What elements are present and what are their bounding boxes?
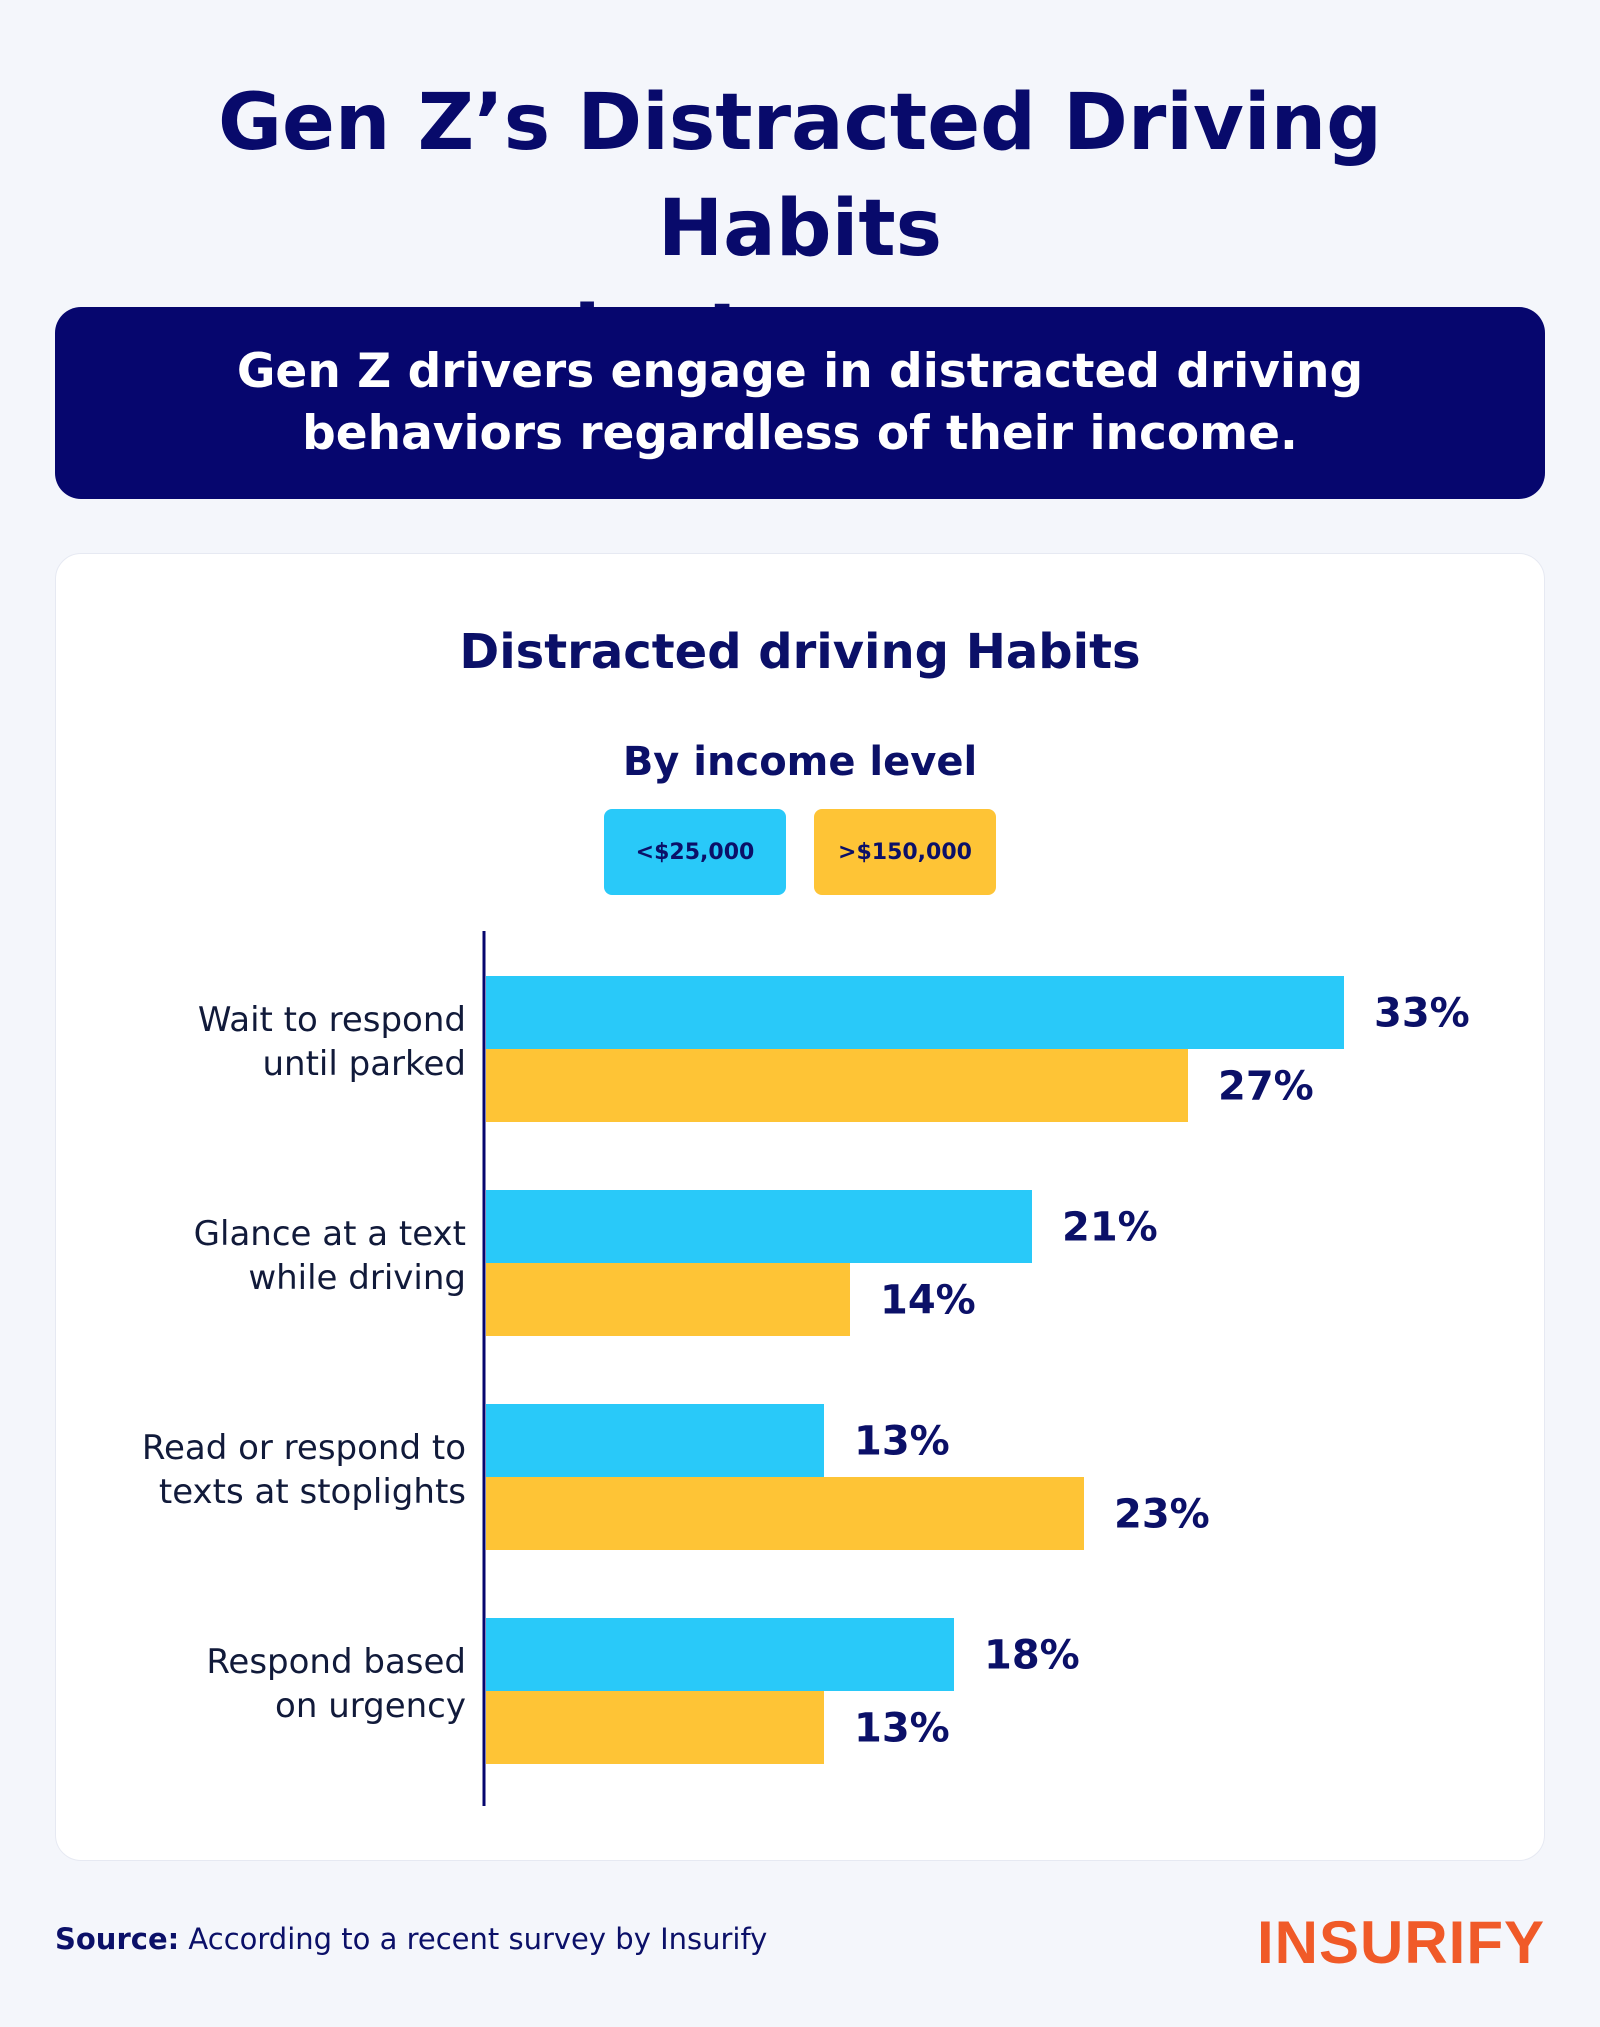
chart-legend: <$25,000 >$150,000 bbox=[56, 809, 1544, 895]
data-label: 23% bbox=[1114, 1492, 1210, 1538]
summary-banner: Gen Z drivers engage in distracted drivi… bbox=[55, 307, 1545, 499]
legend-item-low-income: <$25,000 bbox=[604, 809, 786, 895]
data-label: 13% bbox=[854, 1419, 950, 1465]
page-title-line-1: Gen Z’s Distracted Driving Habits bbox=[218, 78, 1382, 274]
category-label-line: Read or respond to bbox=[142, 1428, 466, 1468]
category-label-line: until parked bbox=[262, 1044, 466, 1084]
category-label: Read or respond to texts at stoplights bbox=[142, 1428, 466, 1512]
data-label: 18% bbox=[984, 1633, 1080, 1679]
category-label-line: on urgency bbox=[275, 1686, 466, 1726]
summary-banner-text: Gen Z drivers engage in distracted drivi… bbox=[236, 344, 1364, 461]
category-label-line: Respond based bbox=[206, 1642, 466, 1682]
bar-low-income bbox=[486, 976, 1344, 1049]
chart-title: Distracted driving Habits bbox=[459, 624, 1141, 680]
bar-high-income bbox=[486, 1263, 850, 1336]
category-label-line: texts at stoplights bbox=[159, 1472, 466, 1512]
category-label: Respond based on urgency bbox=[206, 1642, 466, 1726]
source-label: Source: bbox=[55, 1922, 180, 1956]
bar-chart: Wait to respond until parked 33% 27% Glance … bbox=[142, 931, 1470, 1806]
chart-subtitle: By income level bbox=[622, 739, 978, 785]
source-text: According to a recent survey by Insurify bbox=[179, 1922, 768, 1956]
data-label: 14% bbox=[880, 1278, 976, 1324]
insurify-logo: INSURIFY bbox=[1256, 1909, 1545, 1976]
bar-high-income bbox=[486, 1477, 1084, 1550]
bar-high-income bbox=[486, 1049, 1188, 1122]
data-label: 27% bbox=[1218, 1064, 1314, 1110]
data-label: 13% bbox=[854, 1706, 950, 1752]
bar-high-income bbox=[486, 1691, 824, 1764]
category-label-line: Wait to respond bbox=[198, 1000, 466, 1040]
legend-item-high-income: >$150,000 bbox=[814, 809, 996, 895]
category-label: Glance at a text while driving bbox=[194, 1214, 466, 1298]
bar-low-income bbox=[486, 1404, 824, 1477]
chart-card: Distracted driving Habits By income leve… bbox=[55, 553, 1545, 1861]
bar-low-income bbox=[486, 1618, 954, 1691]
bar-low-income bbox=[486, 1190, 1032, 1263]
data-label: 21% bbox=[1062, 1205, 1158, 1251]
source-note: Source: According to a recent survey by … bbox=[55, 1922, 767, 1956]
category-label-line: while driving bbox=[248, 1258, 466, 1298]
data-label: 33% bbox=[1374, 991, 1470, 1037]
category-label: Wait to respond until parked bbox=[198, 1000, 466, 1084]
category-label-line: Glance at a text bbox=[194, 1214, 466, 1254]
